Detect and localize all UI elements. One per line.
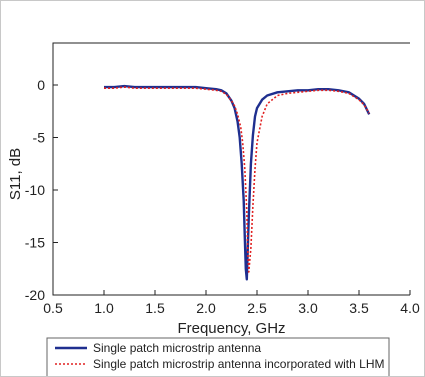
x-tick-label: 2.0 — [196, 300, 216, 316]
legend-label-1: Single patch microstrip antenna incorpor… — [93, 357, 384, 371]
series-layer — [104, 84, 371, 281]
y-tick-label: -5 — [33, 130, 46, 146]
x-tick-label: 3.5 — [349, 300, 369, 316]
y-axis-label: S11, dB — [7, 148, 24, 200]
x-tick-label: 3.0 — [298, 300, 318, 316]
y-tick-label: -20 — [25, 287, 45, 303]
y-tick-label: -10 — [25, 182, 45, 198]
axes-frame — [52, 42, 410, 296]
x-tick-label: 4.0 — [400, 300, 420, 316]
legend: Single patch microstrip antenna Single p… — [46, 337, 390, 376]
x-tick-label: 0.5 — [43, 300, 63, 316]
x-axis-label: Frequency, GHz — [177, 320, 285, 337]
series-line-0 — [104, 84, 371, 281]
x-tick-label: 1.5 — [145, 300, 165, 316]
y-tick-label: 0 — [37, 77, 45, 93]
ticks: 0.5 1.0 1.5 2.0 2.5 3.0 3.5 4.0 0 -5 -10 -15 -20 — [25, 77, 420, 316]
x-tick-label: 2.5 — [247, 300, 267, 316]
legend-frame — [46, 337, 390, 376]
plot-area — [52, 42, 410, 296]
x-tick-label: 1.0 — [94, 300, 114, 316]
y-tick-label: -15 — [25, 235, 45, 251]
legend-label-0: Single patch microstrip antenna — [93, 341, 261, 355]
